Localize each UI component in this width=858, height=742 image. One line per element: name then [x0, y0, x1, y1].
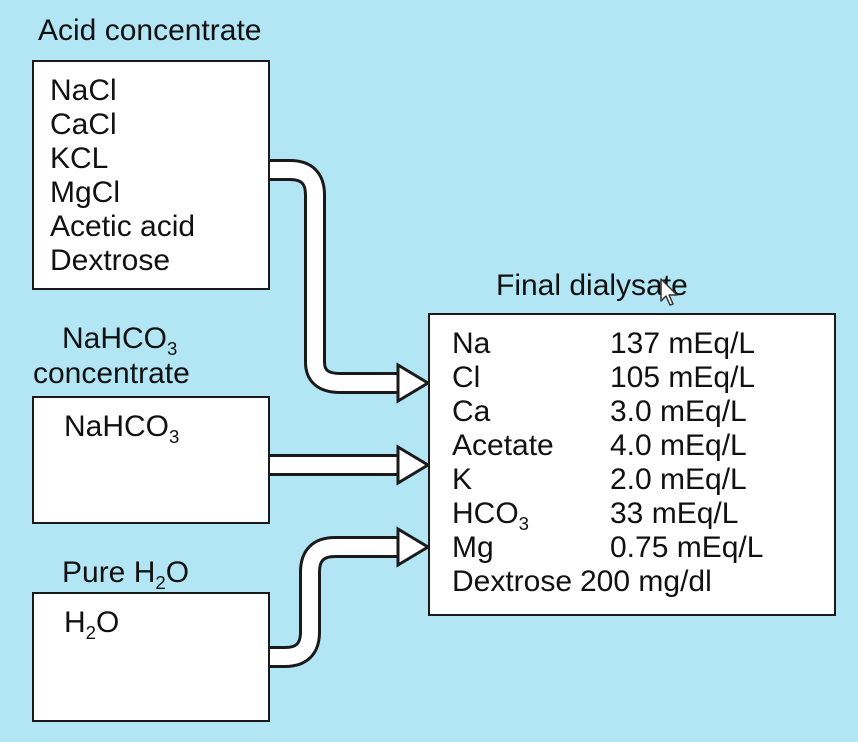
component-value: 137 mEq/L — [610, 327, 756, 360]
bicarbonate-formula: NaHCO — [64, 410, 170, 443]
component-name: HCO3 — [452, 497, 529, 533]
component-name: Cl — [452, 361, 481, 394]
final-dialysate-title: Final dialysate — [496, 269, 688, 302]
bicarbonate-title-subscript: 3 — [167, 338, 178, 359]
component-name: Ca — [452, 395, 491, 428]
acid-concentrate-box: NaCl CaCl KCL MgCl Acetic acid Dextrose — [32, 60, 270, 290]
final-dialysate-box: Na 137 mEq/L Cl 105 mEq/L Ca 3.0 mEq/L A… — [428, 313, 836, 616]
component-name: Na — [452, 327, 491, 360]
bicarbonate-title-formula: NaHCO — [62, 322, 168, 355]
acid-ingredient: CaCl — [50, 108, 117, 141]
component-name: Mg — [452, 531, 494, 564]
flow-arrow-icon — [396, 526, 431, 568]
bicarb-to-final-arrow — [266, 444, 431, 486]
component-value: 200 mg/dl — [580, 565, 712, 598]
bicarbonate-subscript: 3 — [169, 426, 180, 447]
component-value: 0.75 mEq/L — [610, 531, 764, 564]
component-value: 3.0 mEq/L — [610, 395, 747, 428]
component-name: Dextrose — [452, 565, 573, 598]
pure-water-box: H2O — [32, 592, 270, 722]
mouse-cursor-icon — [660, 278, 678, 306]
component-value: 4.0 mEq/L — [610, 429, 747, 462]
pure-water-title: Pure H2O — [62, 556, 190, 592]
water-title-subscript: 2 — [155, 572, 166, 593]
acid-ingredient-list: NaCl CaCl KCL MgCl Acetic acid Dextrose — [50, 74, 195, 278]
bicarbonate-ingredient: NaHCO3 — [64, 410, 179, 446]
component-value: 33 mEq/L — [610, 497, 739, 530]
acid-ingredient: Dextrose — [50, 244, 171, 277]
acid-to-final-arrow — [268, 159, 431, 404]
water-title-text-end: O — [165, 556, 190, 589]
acid-ingredient: NaCl — [50, 74, 117, 107]
water-ingredient: H2O — [64, 606, 120, 642]
bicarbonate-concentrate-title: NaHCO3 — [62, 322, 177, 358]
acid-ingredient: KCL — [50, 142, 109, 175]
bicarbonate-concentrate-title-line2: concentrate — [33, 357, 190, 390]
component-name: K — [452, 463, 473, 496]
component-value: 2.0 mEq/L — [610, 463, 747, 496]
flow-arrow-icon — [396, 362, 431, 404]
water-title-text: Pure H — [62, 556, 156, 589]
component-value: 105 mEq/L — [610, 361, 756, 394]
acid-concentrate-title: Acid concentrate — [38, 14, 262, 47]
component-name-text: HCO — [452, 497, 519, 530]
acid-ingredient: MgCl — [50, 176, 121, 209]
component-name-subscript: 3 — [518, 513, 530, 534]
water-formula-end: O — [96, 606, 120, 639]
component-name: Acetate — [452, 429, 554, 462]
acid-ingredient: Acetic acid — [50, 210, 196, 243]
water-to-final-arrow — [266, 526, 431, 668]
flow-arrow-icon — [396, 444, 431, 486]
water-formula: H — [64, 606, 86, 639]
bicarbonate-concentrate-box: NaHCO3 — [32, 396, 270, 524]
water-subscript: 2 — [85, 622, 97, 643]
